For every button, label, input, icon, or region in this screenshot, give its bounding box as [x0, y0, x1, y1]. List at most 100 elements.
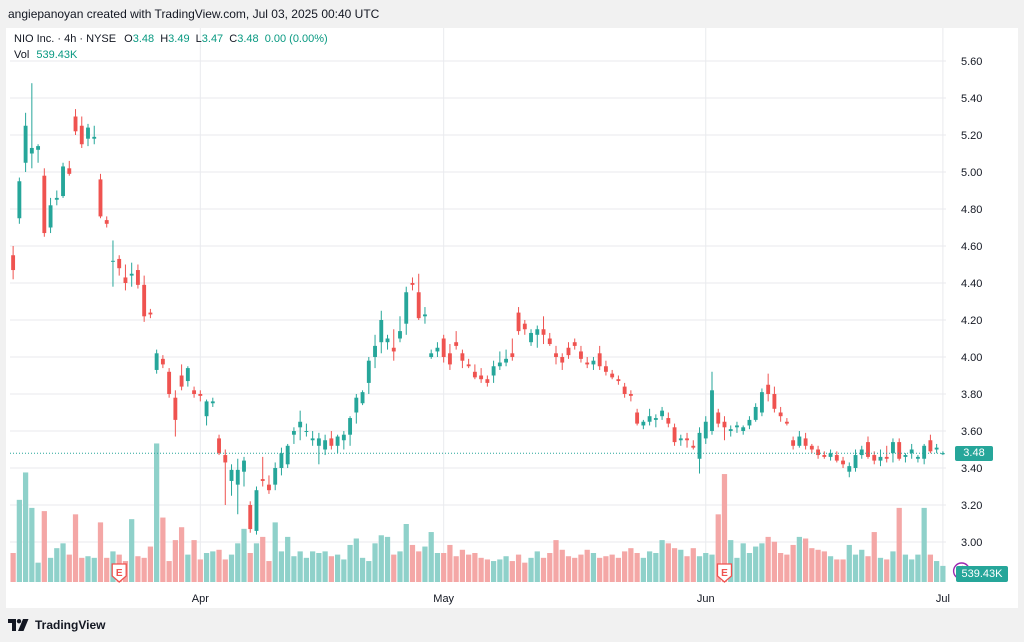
open-label: O	[124, 33, 133, 45]
footer-brand[interactable]: TradingView	[8, 618, 105, 632]
candle-body	[423, 314, 427, 317]
volume-bar	[877, 557, 884, 582]
volume-bar	[54, 548, 60, 582]
volume-bar	[197, 559, 203, 582]
volume-bar	[915, 554, 921, 582]
candle-body	[822, 455, 827, 457]
candle-body	[472, 371, 477, 378]
volume-value: 539.43K	[36, 49, 78, 61]
candle-body	[479, 375, 484, 380]
volume-bar	[129, 519, 135, 582]
time-tick-label: Jun	[697, 593, 715, 605]
candle-body	[722, 421, 727, 428]
candle-body	[447, 353, 452, 365]
price-tick-label: 3.40	[961, 463, 982, 475]
volume-bar	[734, 557, 740, 582]
high-label: H	[160, 33, 169, 45]
volume-bar	[447, 544, 453, 582]
volume-bar	[497, 559, 503, 582]
candle-body	[678, 438, 683, 441]
candle-body	[123, 277, 128, 283]
candle-body	[316, 438, 321, 446]
volume-bar	[771, 541, 778, 582]
candle-body	[135, 270, 140, 285]
time-tick-label: May	[433, 593, 454, 605]
candle-body	[610, 373, 615, 378]
price-tick-label: 3.00	[961, 537, 982, 549]
volume-bar	[260, 536, 266, 582]
candle-body	[379, 320, 384, 343]
candle-body	[847, 466, 852, 472]
volume-bar	[852, 554, 859, 582]
candle-body	[273, 468, 278, 485]
volume-bar	[35, 562, 41, 582]
candle-body	[360, 392, 365, 404]
volume-bar	[896, 507, 902, 582]
symbol-legend: NIO Inc. · 4h · NYSE O3.48 H3.49 L3.47 C…	[14, 33, 328, 45]
candle-body	[591, 360, 596, 365]
candle-body	[335, 436, 340, 446]
candle-body	[435, 347, 440, 352]
candle-body	[254, 490, 259, 531]
candle-body	[554, 353, 558, 357]
volume-bar	[690, 548, 696, 582]
volume-bar	[790, 544, 796, 582]
volume-bar	[453, 556, 459, 582]
volume-bar	[235, 543, 241, 582]
volume-bar	[334, 554, 341, 582]
volume-bar	[865, 556, 871, 582]
candle-body	[497, 362, 502, 367]
volume-bar	[934, 561, 940, 582]
change-value: 0.00 (0.00%)	[264, 33, 328, 45]
volume-bar	[927, 554, 934, 582]
candle-body	[148, 312, 153, 315]
candle-body	[529, 332, 533, 343]
volume-bar	[422, 546, 428, 582]
volume-bar	[278, 551, 285, 582]
volume-bar	[416, 551, 422, 582]
volume-bar	[821, 551, 827, 582]
volume-bar	[104, 557, 110, 582]
volume-label[interactable]: Vol	[14, 49, 30, 61]
volume-bar	[615, 557, 622, 582]
volume-bar	[553, 540, 559, 582]
candle-body	[579, 351, 583, 359]
volume-bar	[565, 556, 572, 582]
earnings-marker[interactable]: E	[111, 563, 127, 583]
candle-body	[635, 412, 640, 424]
volume-bar	[809, 548, 815, 582]
candle-body	[441, 338, 446, 357]
chart-grid	[10, 28, 946, 582]
earnings-marker[interactable]: E	[716, 563, 733, 583]
high-value: 3.49	[168, 33, 190, 45]
price-tick-label: 5.60	[961, 56, 982, 68]
candle-body	[766, 384, 771, 394]
candle-body	[54, 197, 59, 200]
volume-bar	[147, 546, 154, 582]
candle-body	[204, 401, 209, 417]
low-value: 3.47	[201, 33, 224, 45]
price-tick-label: 5.00	[961, 167, 982, 179]
candle-body	[915, 456, 920, 459]
chart-credit: angiepanoyan created with TradingView.co…	[8, 7, 380, 21]
candle-body	[841, 460, 845, 465]
candle-body	[23, 125, 28, 163]
volume-bar	[834, 559, 840, 582]
price-tick-label: 4.80	[961, 204, 982, 216]
volume-bar	[884, 559, 890, 582]
volume-bar	[540, 557, 547, 582]
volume-bar	[827, 556, 834, 582]
candle-body	[29, 147, 34, 154]
volume-bar	[434, 553, 441, 582]
volume-bar	[47, 557, 54, 582]
candle-body	[67, 168, 72, 174]
candle-body	[647, 416, 652, 422]
candle-body	[48, 205, 53, 228]
volume-bar	[141, 557, 147, 582]
candle-body	[510, 353, 515, 357]
volume-bar	[353, 538, 359, 582]
symbol-name[interactable]: NIO Inc. · 4h · NYSE	[14, 33, 117, 45]
volume-bar	[522, 562, 528, 582]
volume-bar	[397, 551, 403, 582]
